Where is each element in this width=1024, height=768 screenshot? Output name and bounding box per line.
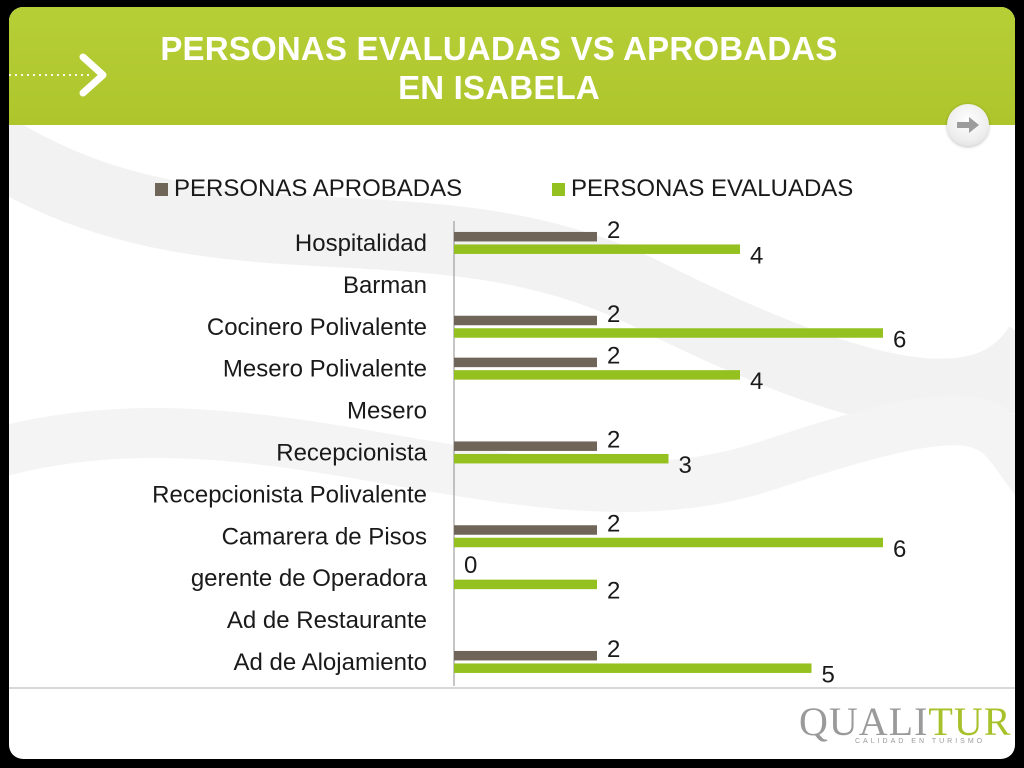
bar-aprobadas xyxy=(454,231,597,242)
value-label-evaluadas: 5 xyxy=(822,661,835,688)
value-label-evaluadas: 3 xyxy=(679,452,692,479)
logo-text-main: QUALI xyxy=(799,699,929,744)
value-label-evaluadas: 4 xyxy=(750,242,763,269)
category-label: Ad de Alojamiento xyxy=(234,649,427,676)
bar-aprobadas xyxy=(454,315,597,326)
category-label: Recepcionista Polivalente xyxy=(152,481,427,508)
background-swoosh xyxy=(9,125,1015,512)
bar-evaluadas xyxy=(454,244,740,254)
category-label: gerente de Operadora xyxy=(191,565,428,592)
legend-item-aprobadas: PERSONAS APROBADAS xyxy=(155,175,462,203)
arrow-right-icon xyxy=(957,117,979,133)
category-label: Cocinero Polivalente xyxy=(207,314,427,341)
legend-label-evaluadas: PERSONAS EVALUADAS xyxy=(571,175,854,202)
category-label: Ad de Restaurante xyxy=(227,607,427,634)
slide-title: PERSONAS EVALUADAS VS APROBADAS EN ISABE… xyxy=(69,29,929,107)
category-label: Mesero xyxy=(347,398,427,425)
next-slide-button[interactable] xyxy=(947,104,989,146)
legend-swatch-evaluadas xyxy=(552,182,565,196)
legend-item-evaluadas: PERSONAS EVALUADAS xyxy=(552,175,853,203)
title-line-1: PERSONAS EVALUADAS VS APROBADAS xyxy=(160,30,838,67)
value-label-evaluadas: 6 xyxy=(893,536,906,563)
bar-evaluadas xyxy=(454,328,883,338)
logo-subtitle: CALIDAD EN TURISMO xyxy=(855,738,986,745)
bar-aprobadas xyxy=(454,650,597,661)
bar-evaluadas xyxy=(454,453,669,464)
bar-evaluadas xyxy=(454,370,740,380)
category-label: Barman xyxy=(343,272,427,299)
category-label: Camarera de Pisos xyxy=(222,523,427,550)
qualitur-logo: QUALITUR CALIDAD EN TURISMO xyxy=(799,699,1012,750)
chart-legend: PERSONAS APROBADAS PERSONAS EVALUADAS xyxy=(9,175,1015,205)
category-label: Hospitalidad xyxy=(295,230,427,257)
value-label-aprobadas: 2 xyxy=(607,636,620,663)
legend-label-aprobadas: PERSONAS APROBADAS xyxy=(174,175,463,202)
logo-text-accent: TUR xyxy=(928,699,1012,744)
category-label: Recepcionista xyxy=(276,439,427,466)
value-label-aprobadas: 2 xyxy=(607,217,620,244)
value-label-evaluadas: 6 xyxy=(893,326,906,353)
bar-evaluadas xyxy=(454,663,812,673)
value-label-aprobadas: 2 xyxy=(607,343,620,370)
slide: PERSONAS EVALUADAS VS APROBADAS EN ISABE… xyxy=(9,7,1015,759)
value-label-aprobadas: 2 xyxy=(607,426,620,453)
value-label-evaluadas: 2 xyxy=(607,578,620,605)
value-label-aprobadas: 2 xyxy=(607,510,620,537)
bar-aprobadas xyxy=(454,525,597,535)
category-label: Mesero Polivalente xyxy=(223,356,427,383)
footer-divider xyxy=(9,687,1015,689)
bar-evaluadas xyxy=(454,579,597,590)
bar-aprobadas xyxy=(454,441,597,451)
bar-chart: Hospitalidad 2 4 Barman Cocinero Polivalente… xyxy=(152,217,906,689)
value-label-evaluadas: 4 xyxy=(750,368,763,395)
bar-aprobadas xyxy=(454,357,597,368)
legend-swatch-aprobadas xyxy=(155,182,168,196)
header-band: PERSONAS EVALUADAS VS APROBADAS EN ISABE… xyxy=(9,7,1015,125)
header-arrow-deco xyxy=(9,53,107,97)
bar-evaluadas xyxy=(454,537,883,548)
value-label-aprobadas: 0 xyxy=(464,552,477,579)
title-line-2: EN ISABELA xyxy=(398,69,600,106)
value-label-aprobadas: 2 xyxy=(607,301,620,328)
